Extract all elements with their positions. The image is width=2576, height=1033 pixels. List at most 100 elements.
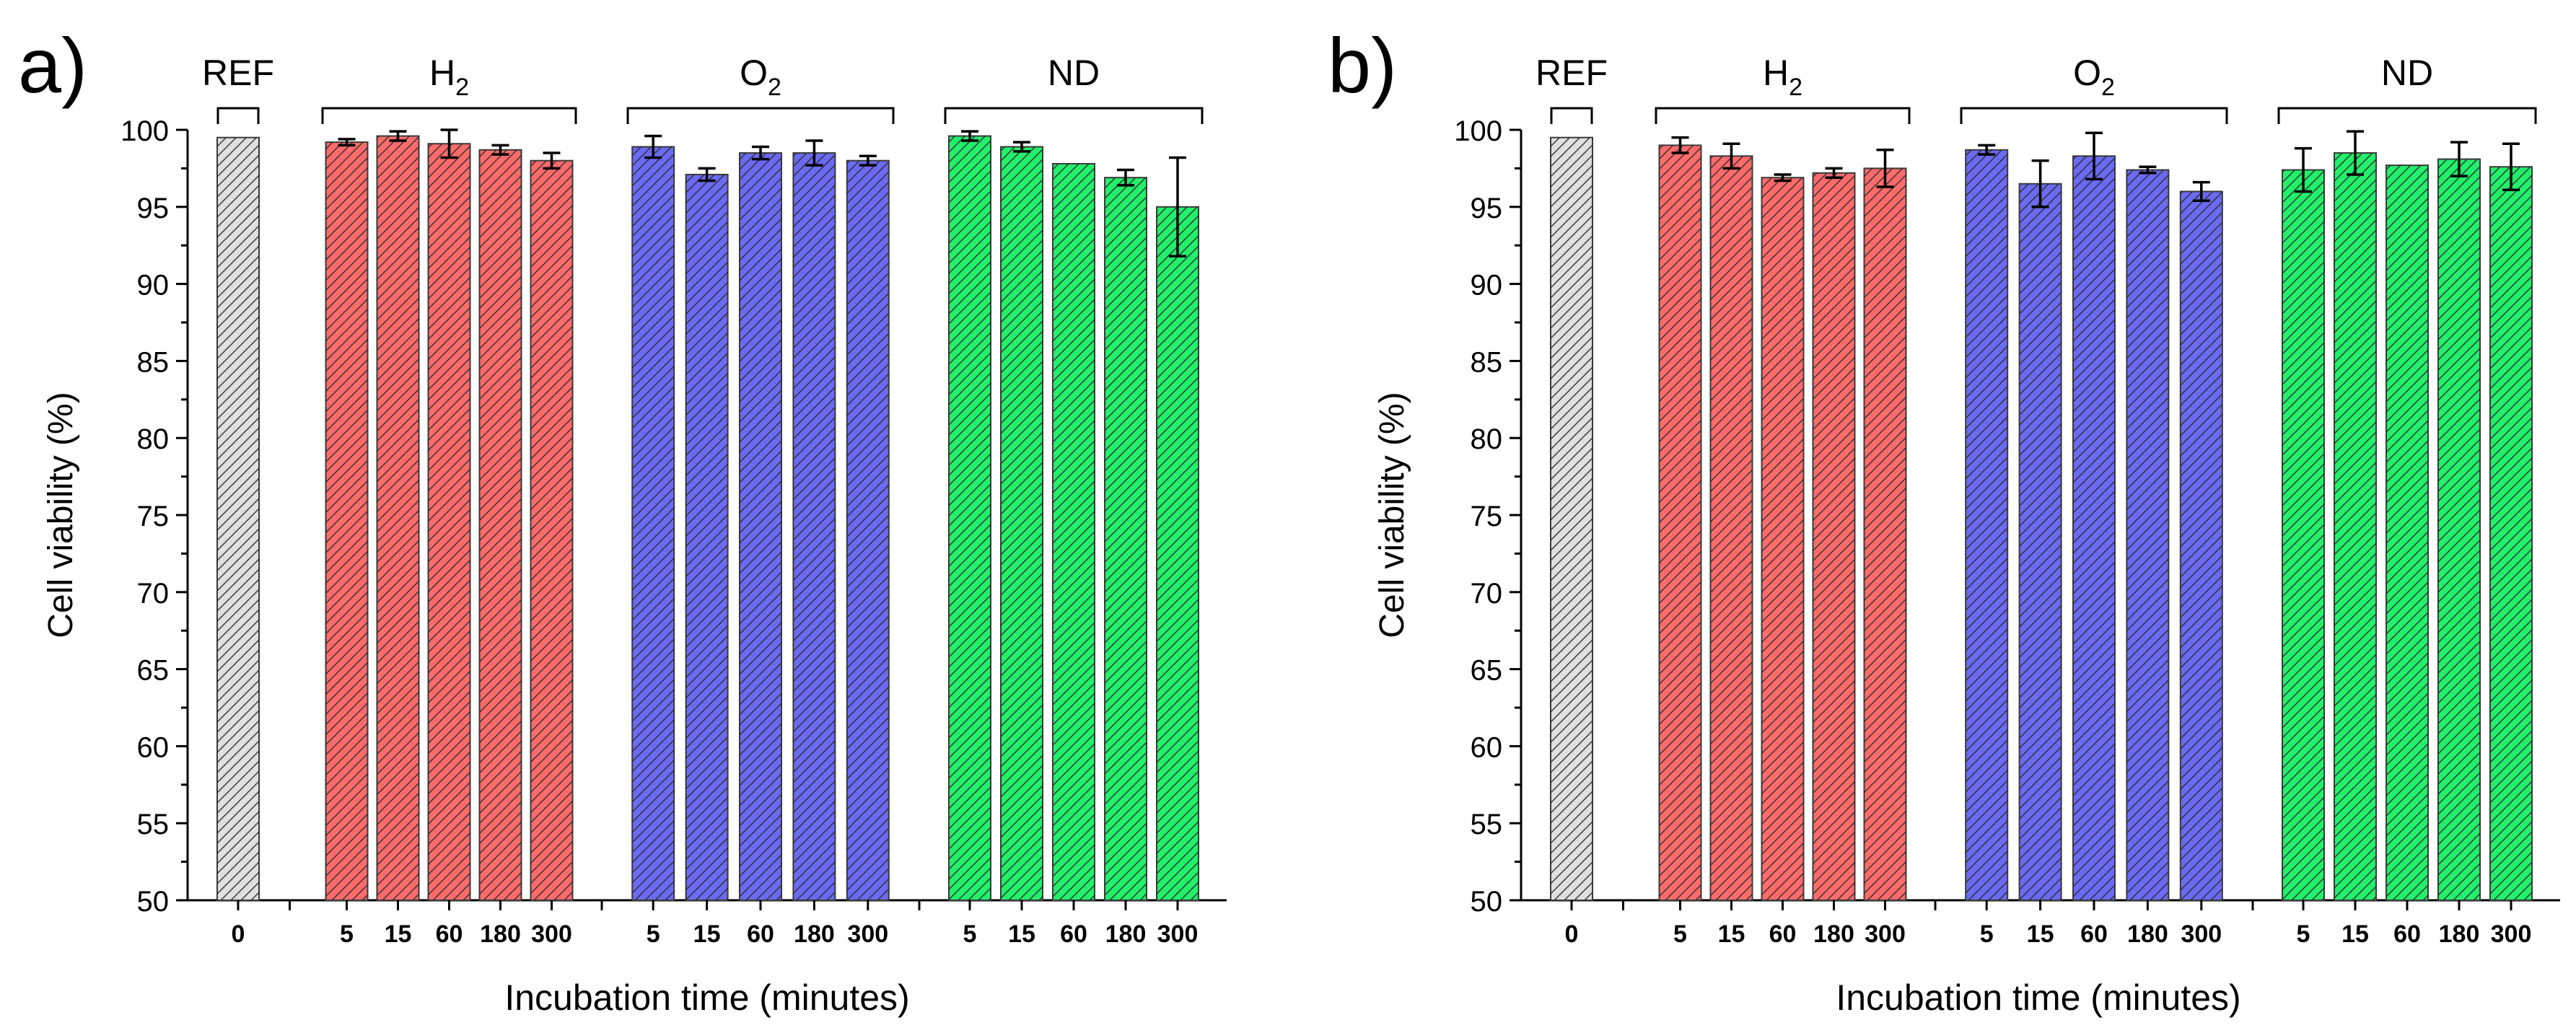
x-tick-label: 15 (2341, 920, 2369, 948)
group-bracket (1960, 107, 2228, 124)
y-tick-label: 75 (137, 501, 170, 532)
x-tick-label: 15 (693, 920, 721, 948)
x-tick-label: 60 (2080, 920, 2108, 948)
bar-hatch (685, 174, 728, 901)
y-tick-label: 100 (1454, 115, 1502, 147)
bar-hatch (2180, 191, 2222, 900)
x-tick-label: 60 (747, 920, 774, 948)
x-tick-label: 180 (794, 920, 835, 948)
y-axis-title: Cell viability (%) (1373, 392, 1411, 638)
y-tick-label: 80 (1471, 423, 1503, 455)
bar-hatch (846, 160, 889, 901)
y-tick-label: 95 (137, 193, 170, 224)
x-tick-label: 0 (232, 920, 245, 948)
y-tick-label: 75 (1471, 501, 1503, 532)
x-tick-label: 15 (385, 920, 412, 948)
bar-hatch (1864, 168, 1906, 900)
y-axis-title: Cell viability (%) (42, 392, 80, 638)
bar-hatch (1710, 156, 1753, 900)
group-label: H2 (429, 53, 469, 101)
x-tick-label: 300 (2181, 920, 2222, 948)
x-tick-label: 180 (2439, 920, 2480, 948)
bar-hatch (1053, 163, 1095, 900)
x-tick-label: 60 (1769, 920, 1797, 948)
series-h2: H2 5 15 60 180 300 (321, 53, 577, 948)
bar-hatch (377, 136, 419, 901)
bar-hatch (479, 149, 522, 900)
bar-hatch (2386, 165, 2428, 901)
group-label: H2 (1763, 53, 1802, 101)
bar-hatch (530, 160, 573, 901)
series-nd: ND 5 15 60 180 300 (944, 53, 1204, 948)
x-tick-label: 5 (2297, 920, 2310, 948)
x-tick-label: 15 (1008, 920, 1035, 948)
group-label: ND (1048, 53, 1100, 93)
y-tick-label: 50 (1471, 886, 1503, 918)
bar-hatch (217, 137, 259, 901)
y-tick-label: 90 (137, 270, 170, 302)
x-tick-label: 60 (1060, 920, 1087, 948)
bar-hatch (2438, 159, 2480, 901)
y-tick-label: 85 (137, 346, 170, 378)
bar-hatch (2282, 170, 2324, 900)
x-tick-label: 15 (1718, 920, 1745, 948)
series-o2: O2 5 15 60 180 300 (1960, 53, 2228, 948)
bar-hatch (1761, 177, 1804, 900)
bar-hatch (1966, 149, 2008, 900)
y-tick-label: 95 (1471, 193, 1503, 224)
x-tick-label: 300 (847, 920, 888, 948)
group-label-name: H (1763, 53, 1789, 93)
bar-hatch (428, 144, 470, 900)
group-bracket (216, 107, 260, 124)
bar-hatch (325, 142, 368, 900)
group-bracket (1655, 107, 1911, 124)
x-axis-title: Incubation time (minutes) (1836, 977, 2240, 1018)
series-nd: ND 5 15 60 180 300 (2277, 53, 2537, 948)
panel-label: b) (1328, 22, 1397, 109)
x-tick-label: 180 (1105, 920, 1147, 948)
group-label: ND (2381, 53, 2433, 93)
group-label: O2 (740, 53, 781, 101)
series-ref: REF 0 (1535, 53, 1608, 948)
group-label-subscript: 2 (2101, 74, 2115, 101)
x-tick-label: 5 (340, 920, 354, 948)
group-label: REF (1535, 53, 1608, 93)
bar-hatch (2126, 170, 2169, 900)
bar-hatch (1813, 172, 1855, 901)
group-label: O2 (2073, 53, 2115, 101)
y-tick-label: 70 (137, 578, 170, 610)
x-tick-label: 180 (2127, 920, 2168, 948)
group-bracket (626, 107, 895, 124)
y-tick-label: 70 (1471, 578, 1503, 610)
y-tick-label: 90 (1471, 270, 1503, 302)
x-tick-label: 60 (2393, 920, 2421, 948)
y-tick-label: 65 (137, 655, 170, 687)
group-label-name: REF (1535, 53, 1608, 93)
series-h2: H2 5 15 60 180 300 (1655, 53, 1911, 948)
group-bracket (2277, 107, 2537, 124)
group-label-subscript: 2 (455, 74, 469, 101)
bar-hatch (740, 153, 781, 900)
y-tick-label: 55 (137, 809, 170, 840)
bar-hatch (2490, 167, 2532, 900)
bar-hatch (2334, 153, 2376, 900)
x-tick-label: 0 (1565, 920, 1579, 948)
series-ref: REF 0 (202, 53, 274, 948)
panel-label: a) (18, 22, 87, 109)
x-tick-label: 300 (1157, 920, 1199, 948)
series-o2: O2 5 15 60 180 300 (626, 53, 895, 948)
y-tick-label: 55 (1471, 809, 1503, 840)
y-tick-label: 65 (1471, 655, 1503, 687)
y-tick-label: 80 (137, 423, 170, 455)
group-label: REF (202, 53, 274, 93)
bar-hatch (1551, 137, 1593, 901)
x-axis-title: Incubation time (minutes) (504, 977, 909, 1018)
bar-hatch (1105, 177, 1147, 900)
group-label-name: ND (2381, 53, 2433, 93)
group-bracket (1550, 107, 1593, 124)
x-tick-label: 5 (963, 920, 977, 948)
bar-hatch (632, 146, 675, 901)
